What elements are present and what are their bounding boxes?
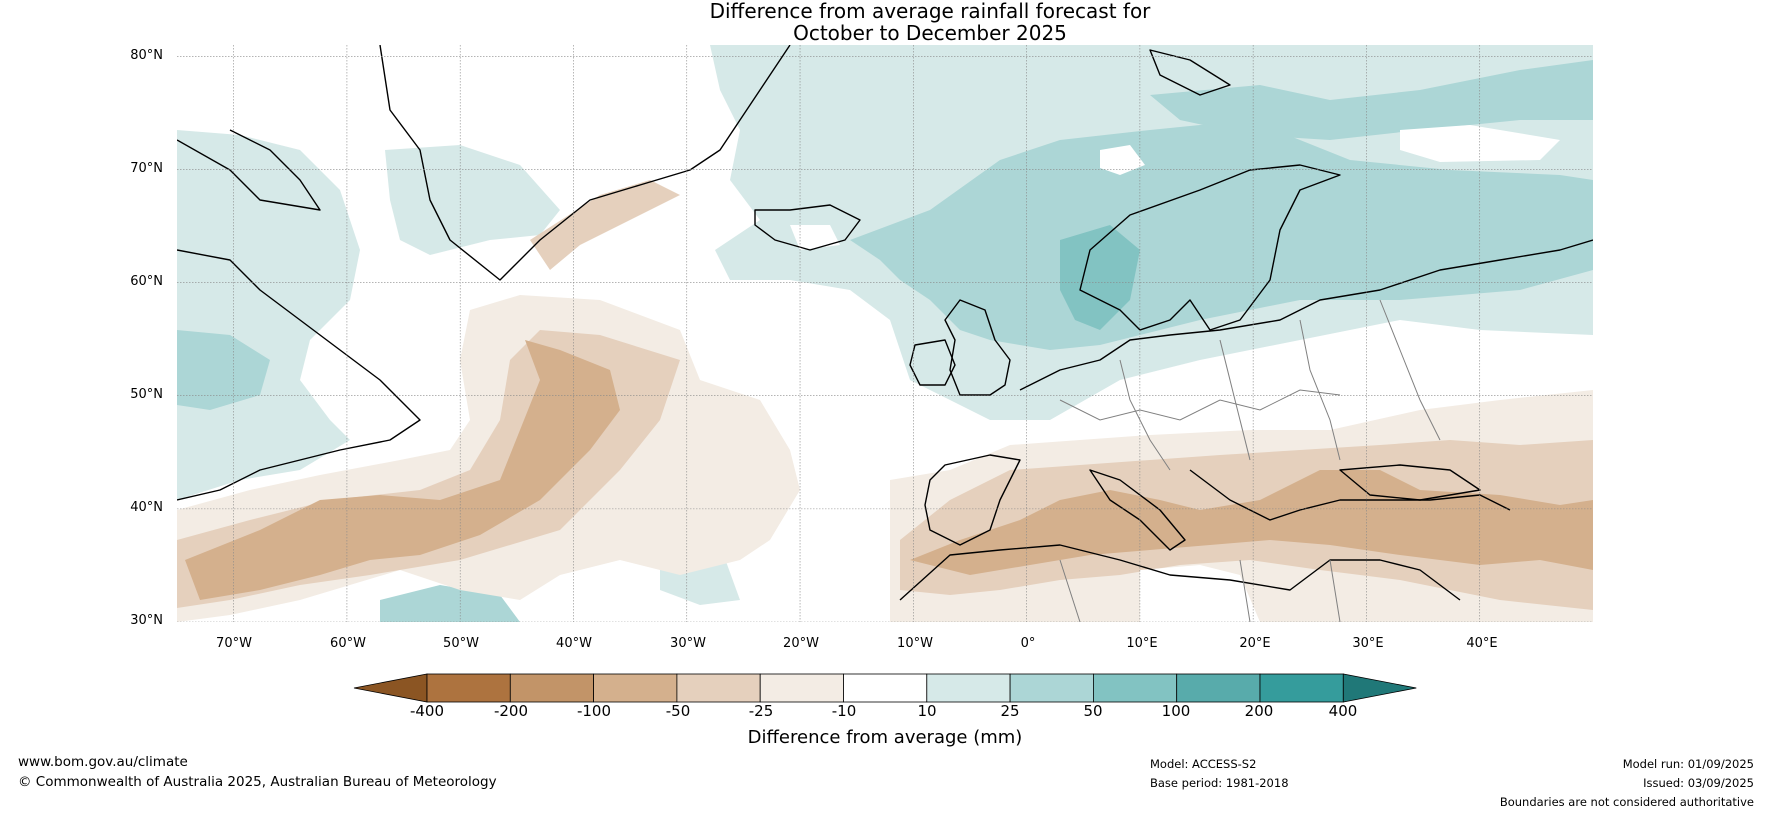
lon-label-10w: 10°W [897, 636, 933, 651]
lon-label-40w: 40°W [556, 636, 592, 651]
colorbar-tick-label: 10 [917, 702, 937, 720]
lat-label-80n: 80°N [130, 48, 163, 63]
copyright-text: © Commonwealth of Australia 2025, Austra… [18, 774, 497, 790]
border-4 [1299, 319, 1341, 461]
colorbar-tick-label: 400 [1328, 702, 1358, 720]
issued-text: Issued: 03/09/2025 [1643, 776, 1754, 790]
region-norway-wet-peak [1060, 225, 1140, 330]
colorbar-tick-label: -200 [493, 702, 529, 720]
website-text: www.bom.gov.au/climate [18, 754, 188, 770]
lon-label-20e: 20°E [1239, 636, 1271, 651]
region-arctic-dry-hole-1 [1400, 125, 1560, 162]
colorbar-title: Difference from average (mm) [747, 727, 1023, 748]
region-north-atlantic-wet-core [850, 120, 1593, 350]
coast-iceland [754, 204, 861, 251]
colorbar-tick-label: -10 [831, 702, 857, 720]
coast-svalbard [1149, 49, 1231, 96]
lon-label-20w: 20°W [783, 636, 819, 651]
coast-balkans-turkey [1189, 469, 1511, 521]
colorbar-bin [759, 673, 844, 703]
region-arctic-dry-hole-2 [1100, 145, 1145, 175]
coast-baffin [177, 129, 321, 211]
coast-italy [1089, 469, 1186, 551]
region-labrador-wet [177, 130, 360, 500]
model-text: Model: ACCESS-S2 [1150, 757, 1257, 771]
lon-label-0: 0° [1020, 636, 1036, 651]
model-run-text: Model run: 01/09/2025 [1622, 757, 1754, 771]
lon-label-30w: 30°W [670, 636, 706, 651]
map-area [177, 45, 1593, 622]
disclaimer-text: Boundaries are not considered authoritat… [1499, 795, 1754, 809]
colorbar-extend-high [1342, 673, 1417, 703]
colorbar-tick-label: 25 [1000, 702, 1020, 720]
colorbar-bin [843, 673, 928, 703]
lon-label-10e: 10°E [1126, 636, 1158, 651]
colorbar-bin [593, 673, 678, 703]
region-mediterranean-dry-core [910, 470, 1593, 575]
coast-north-africa [899, 544, 1461, 601]
country-borders [1059, 299, 1441, 622]
region-greenland-sea-dry [530, 180, 680, 270]
region-labrador-wet-core [177, 330, 270, 410]
colorbar-tick-label: -100 [576, 702, 612, 720]
lon-label-50w: 50°W [443, 636, 479, 651]
colorbar-bin [1009, 673, 1094, 703]
base-period-text: Base period: 1981-2018 [1150, 776, 1289, 790]
coastlines [177, 45, 1593, 601]
coast-scandinavia [1079, 164, 1341, 331]
lon-label-70w: 70°W [216, 636, 252, 651]
lat-label-50n: 50°N [130, 387, 163, 402]
colorbar-bin [426, 673, 511, 703]
colorbar-bin [1176, 673, 1261, 703]
lon-label-40e: 40°E [1466, 636, 1498, 651]
coast-ireland [909, 339, 956, 386]
colorbar-tick-label: 50 [1083, 702, 1103, 720]
lat-label-70n: 70°N [130, 161, 163, 176]
coast-europe-north [1019, 239, 1593, 391]
colorbar-tick-label: 100 [1161, 702, 1191, 720]
drier-anomaly-regions [177, 180, 1593, 622]
coast-greenland [379, 45, 791, 281]
lat-label-40n: 40°N [130, 500, 163, 515]
region-arctic-wet [1150, 60, 1593, 140]
lon-label-30e: 30°E [1352, 636, 1384, 651]
colorbar-bin [1259, 673, 1344, 703]
colorbar-tick-label: -50 [665, 702, 691, 720]
coast-labrador [177, 249, 421, 501]
gridlines [177, 45, 1593, 622]
colorbar-bin [1093, 673, 1178, 703]
chart-title-line-1: Difference from average rainfall forecas… [709, 0, 1151, 23]
region-west-atlantic-dry-core [185, 340, 620, 600]
region-iceland-dry-hole [790, 225, 840, 250]
colorbar-tick-label: 200 [1244, 702, 1274, 720]
border-3 [1219, 339, 1251, 461]
region-africa-neutral [1140, 565, 1260, 622]
coast-britain [944, 299, 1011, 396]
colorbar-bin [509, 673, 594, 703]
border-8 [1059, 559, 1081, 622]
border-5 [1379, 299, 1441, 441]
region-southwest-wet-patch [380, 585, 520, 622]
colorbar-tick-label: -400 [409, 702, 445, 720]
colorbar-tick-label: -25 [748, 702, 774, 720]
colorbar-bin [926, 673, 1011, 703]
colorbar [353, 673, 1417, 703]
coast-iberia [924, 454, 1021, 546]
colorbar-bin [676, 673, 761, 703]
border-1 [1059, 389, 1341, 421]
chart-title-line-2: October to December 2025 [793, 21, 1067, 45]
lat-label-60n: 60°N [130, 274, 163, 289]
region-greenland-wet [385, 145, 560, 255]
wetter-anomaly-regions [177, 45, 1593, 622]
lon-label-60w: 60°W [330, 636, 366, 651]
border-6 [1239, 559, 1251, 622]
colorbar-extend-low [353, 673, 428, 703]
lat-label-30n: 30°N [130, 613, 163, 628]
border-7 [1329, 559, 1341, 622]
